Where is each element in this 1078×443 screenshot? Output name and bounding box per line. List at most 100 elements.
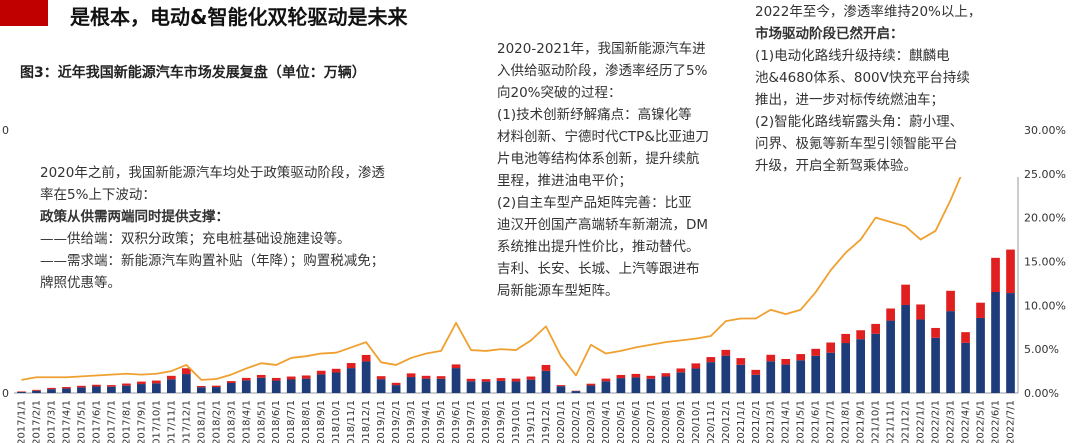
bar-segment-bottom (122, 385, 131, 393)
x-tick-label: 2018/1/1 (196, 400, 207, 443)
x-tick-label: 2018/3/1 (226, 400, 237, 443)
bar-segment-bottom (226, 383, 236, 393)
x-tick-label: 2020/4/1 (601, 400, 612, 443)
x-tick-label: 2020/2/1 (571, 400, 582, 443)
bar-segment-top (17, 391, 26, 392)
bar-segment-bottom (991, 292, 1000, 393)
bar-segment-bottom (676, 372, 686, 393)
x-tick-label: 2019/2/1 (391, 400, 402, 443)
bar-segment-top (391, 382, 401, 386)
x-tick-label: 2017/5/1 (76, 400, 87, 443)
bar-segment-top (481, 379, 491, 382)
bar-segment-top (736, 358, 746, 365)
bar-segment-bottom (391, 385, 401, 393)
right-tick-label: 25.00% (1024, 168, 1066, 181)
x-tick-label: 2021/4/1 (781, 400, 792, 443)
x-tick-label: 2018/2/1 (211, 400, 222, 443)
left-tick-label: 0 (2, 124, 9, 137)
bar-segment-top (991, 257, 1000, 293)
x-tick-label: 2021/10/1 (871, 400, 882, 443)
bar-segment-bottom (931, 337, 940, 393)
note-line: 入供给驱动阶段，渗透率经历了5% (497, 63, 708, 79)
x-tick-label: 2020/3/1 (586, 400, 597, 443)
bar-segment-top (661, 373, 671, 377)
x-tick-label: 2021/12/1 (901, 400, 912, 443)
x-tick-label: 2020/8/1 (661, 400, 672, 443)
note-line: 向20%突破的过程： (497, 85, 622, 101)
right-tick-label: 0.00% (1024, 387, 1059, 400)
bar-segment-top (841, 333, 851, 344)
note-line: 牌照优惠等。 (40, 275, 121, 291)
bar-segment-top (122, 383, 131, 386)
x-tick-label: 2017/6/1 (91, 400, 102, 443)
bar-segment-bottom (736, 364, 746, 393)
bar-segment-top (166, 375, 176, 380)
bar-segment-bottom (211, 387, 221, 393)
bar-segment-top (137, 381, 146, 385)
x-tick-label: 2021/7/1 (826, 400, 837, 443)
bar-segment-top (1006, 249, 1015, 294)
bar-segment-top (616, 374, 626, 379)
x-tick-label: 2021/9/1 (856, 400, 867, 443)
x-tick-label: 2021/5/1 (796, 400, 807, 443)
x-tick-label: 2017/11/1 (166, 400, 177, 443)
x-tick-label: 2018/11/1 (346, 400, 357, 443)
bar-segment-top (451, 364, 461, 369)
note-line: 系统推出提升性价比，推动替代。 (497, 239, 700, 255)
bar-segment-top (556, 385, 566, 387)
bar-segment-top (961, 332, 970, 343)
x-tick-label: 2021/2/1 (751, 400, 762, 443)
x-tick-label: 2017/8/1 (121, 400, 132, 443)
bar-segment-top (92, 384, 101, 387)
note-line: 片电池等结构体系创新，提升续航 (497, 151, 700, 167)
bar-segment-bottom (826, 352, 836, 393)
bar-segment-bottom (92, 386, 101, 393)
note-line: 迪汉开创国产高端轿车新潮流，DM (497, 217, 709, 233)
bar-segment-top (256, 374, 266, 378)
bar-segment-top (526, 376, 536, 380)
bar-segment-bottom (256, 377, 266, 393)
bar-segment-top (601, 378, 611, 382)
bar-segment-bottom (796, 360, 806, 393)
right-tick-label: 15.00% (1024, 256, 1066, 269)
x-tick-label: 2019/10/1 (511, 400, 522, 443)
x-tick-label: 2022/2/1 (931, 400, 942, 443)
figure-title: 图3：近年我国新能源汽车市场发展复盘（单位：万辆） (20, 65, 366, 81)
bar-segment-bottom (361, 361, 371, 393)
note-line: (1)技术创新纾解痛点：高镍化等 (497, 107, 692, 123)
bar-segment-bottom (166, 379, 176, 393)
bar-segment-bottom (196, 387, 206, 393)
bar-segment-bottom (526, 379, 536, 393)
bar-segment-bottom (721, 355, 731, 393)
x-tick-label: 2017/7/1 (106, 400, 117, 443)
bar-segment-top (436, 376, 446, 379)
x-tick-label: 2018/5/1 (256, 400, 267, 443)
x-tick-label: 2021/6/1 (811, 400, 822, 443)
penetration-rate-line (21, 146, 1011, 381)
page-title: 是根本，电动&智能化双轮驱动是未来 (70, 5, 408, 29)
x-tick-label: 2021/8/1 (841, 400, 852, 443)
x-tick-label: 2021/3/1 (766, 400, 777, 443)
x-tick-label: 2020/12/1 (721, 400, 732, 443)
bar-segment-top (946, 290, 955, 312)
bar-segment-bottom (1006, 293, 1015, 393)
x-tick-label: 2018/9/1 (316, 400, 327, 443)
bar-segment-bottom (646, 378, 656, 393)
bar-segment-bottom (47, 389, 56, 393)
bar-segment-top (511, 378, 521, 382)
x-tick-label: 2020/7/1 (646, 400, 657, 443)
bar-segment-top (77, 385, 86, 388)
note-line: 率在5%上下波动： (40, 187, 156, 203)
x-tick-label: 2017/9/1 (136, 400, 147, 443)
bar-segment-bottom (241, 380, 251, 393)
bar-segment-bottom (871, 333, 880, 393)
bar-segment-top (796, 354, 806, 361)
x-tick-label: 2020/6/1 (631, 400, 642, 443)
note-supply-stage: 2020-2021年，我国新能源汽车进 入供给驱动阶段，渗透率经历了5% 向20%突… (497, 38, 752, 302)
bar-segment-top (916, 304, 925, 320)
x-tick-label: 2022/7/1 (1006, 400, 1017, 443)
bar-segment-top (901, 284, 910, 305)
x-tick-label: 2017/3/1 (46, 400, 57, 443)
x-tick-label: 2020/5/1 (616, 400, 627, 443)
